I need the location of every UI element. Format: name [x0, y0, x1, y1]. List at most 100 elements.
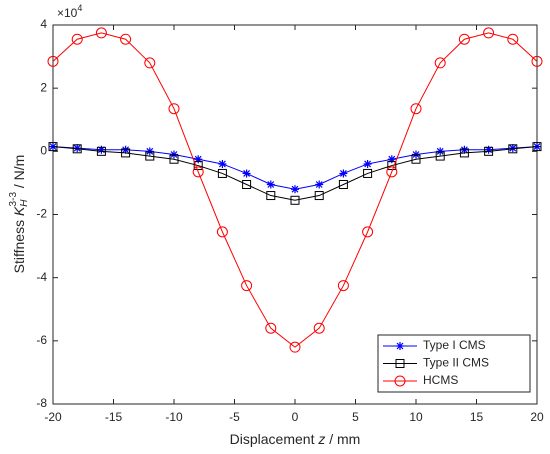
series-line [52, 146, 538, 201]
marker [242, 169, 251, 178]
marker [484, 146, 494, 156]
y-tick-label: -8 [36, 396, 47, 410]
x-axis-label: Displacement z / mm [230, 431, 361, 447]
legend: Type I CMS Type II CMS HCMS [377, 334, 531, 393]
marker [507, 33, 519, 45]
y-tick-label: 4 [40, 17, 47, 31]
marker [145, 147, 154, 156]
marker [363, 168, 373, 178]
legend-label: Type I CMS [423, 338, 486, 352]
marker [265, 322, 277, 334]
marker [71, 33, 83, 45]
y-multiplier: ×104 [57, 3, 82, 20]
marker [531, 55, 543, 67]
multiplier-base: ×10 [57, 6, 78, 20]
marker [218, 159, 227, 168]
marker [532, 142, 542, 152]
marker [290, 195, 300, 205]
marker [338, 179, 348, 189]
x-tick-label: 5 [352, 410, 359, 424]
y-tick-label: -6 [36, 333, 47, 347]
marker [458, 33, 470, 45]
x-tick-label: -15 [105, 410, 123, 424]
marker [508, 144, 517, 153]
x-tick-label: -5 [229, 410, 240, 424]
x-tick-label: 15 [470, 410, 484, 424]
marker [145, 151, 155, 161]
y-tick-label: 2 [40, 80, 47, 94]
y-tick-label: 0 [40, 144, 47, 158]
marker [217, 168, 227, 178]
marker [121, 145, 130, 154]
marker [339, 169, 348, 178]
marker [169, 154, 179, 164]
marker [363, 159, 372, 168]
y-label-sub: H [19, 199, 30, 207]
x-label-text: Displacement [230, 431, 319, 447]
multiplier-exponent: 4 [77, 3, 82, 13]
marker [168, 103, 180, 115]
x-tick-label: 0 [292, 410, 299, 424]
marker [170, 150, 178, 159]
marker [386, 166, 398, 178]
y-tick-label: -4 [36, 270, 47, 284]
marker [193, 161, 203, 171]
marker [291, 185, 299, 194]
marker [97, 145, 106, 154]
marker [241, 280, 253, 292]
y-label-text: Stiffness [11, 216, 27, 273]
x-tick-label: -20 [44, 410, 62, 424]
marker [387, 155, 396, 164]
marker [508, 144, 518, 154]
x-tick-label: 10 [409, 410, 423, 424]
x-tick-label: -10 [165, 410, 183, 424]
marker [216, 226, 228, 238]
marker [266, 180, 275, 189]
series-line [52, 32, 538, 348]
legend-label: HCMS [423, 373, 458, 387]
marker [144, 57, 156, 69]
marker [289, 341, 301, 353]
marker [266, 191, 276, 201]
legend-label: Type II CMS [423, 356, 489, 370]
marker [192, 166, 204, 178]
marker [412, 150, 420, 159]
y-tick-label: -2 [36, 207, 47, 221]
y-label-sup: 3-3 [8, 192, 19, 207]
marker [47, 55, 59, 67]
marker [313, 322, 325, 334]
marker [96, 146, 106, 156]
marker [410, 103, 422, 115]
x-tick-label: 20 [530, 410, 544, 424]
marker [315, 180, 324, 189]
marker [484, 145, 493, 154]
marker [436, 147, 445, 156]
marker [72, 144, 82, 154]
y-label-var: K [11, 206, 27, 216]
marker [460, 145, 469, 154]
marker [387, 161, 397, 171]
marker [314, 191, 324, 201]
y-axis-label: Stiffness KH3-3 / N/m [8, 155, 30, 274]
marker [396, 342, 404, 350]
x-label-unit: / mm [325, 431, 360, 447]
marker [120, 33, 132, 45]
marker [394, 375, 406, 387]
marker [121, 148, 131, 158]
marker [95, 27, 107, 39]
marker [435, 151, 445, 161]
marker [411, 154, 421, 164]
marker [73, 144, 82, 153]
marker [395, 359, 405, 368]
marker [483, 27, 495, 39]
marker [194, 155, 203, 164]
marker [337, 280, 349, 292]
marker [362, 226, 374, 238]
marker [242, 179, 252, 189]
y-label-unit: / N/m [11, 155, 27, 192]
marker [459, 148, 469, 158]
marker [48, 142, 58, 152]
marker [434, 57, 446, 69]
